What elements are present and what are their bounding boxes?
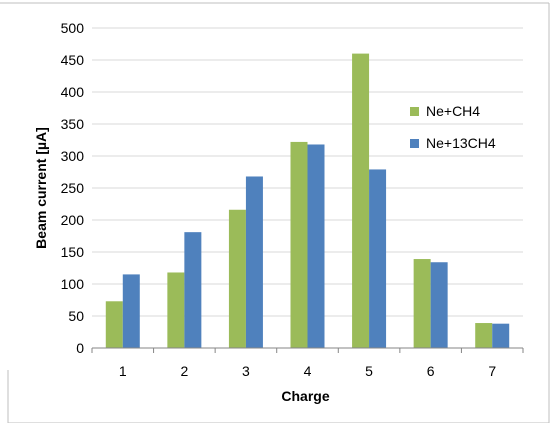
y-tick-label: 350 — [61, 116, 85, 132]
x-tick-label: 6 — [427, 363, 435, 379]
legend-label: Ne+CH4 — [426, 103, 480, 119]
y-tick-label: 500 — [61, 20, 85, 36]
bar-ne-13ch4 — [122, 274, 140, 348]
y-tick-label: 250 — [61, 180, 85, 196]
legend-swatch — [410, 107, 419, 116]
x-tick-label: 2 — [180, 363, 188, 379]
x-tick-label: 1 — [119, 363, 127, 379]
y-tick-label: 50 — [68, 308, 84, 324]
legend-label: Ne+13CH4 — [426, 135, 496, 151]
legend-swatch — [410, 139, 419, 148]
y-tick-label: 100 — [61, 276, 85, 292]
bar-ne-13ch4 — [369, 169, 387, 348]
bar-ne-13ch4 — [245, 176, 263, 348]
y-tick-label: 200 — [61, 212, 85, 228]
bar-ne-13ch4 — [430, 262, 448, 348]
y-tick-label: 450 — [61, 52, 85, 68]
bar-ne-13ch4 — [184, 232, 202, 348]
y-tick-label: 400 — [61, 84, 85, 100]
x-tick-label: 5 — [365, 363, 373, 379]
bar-ne-13ch4 — [307, 144, 325, 348]
x-tick-label: 7 — [488, 363, 496, 379]
bar-ne-ch4 — [105, 301, 123, 348]
y-tick-label: 0 — [76, 340, 84, 356]
x-axis-title: Charge — [281, 388, 329, 404]
x-tick-label: 4 — [304, 363, 312, 379]
bar-ne-ch4 — [475, 323, 493, 348]
bar-ne-ch4 — [290, 141, 308, 348]
bar-ne-ch4 — [228, 209, 246, 348]
y-axis-title: Beam current [µA] — [33, 127, 49, 249]
bar-ne-ch4 — [413, 259, 431, 348]
x-tick-label: 3 — [242, 363, 250, 379]
bars — [105, 53, 510, 348]
y-tick-label: 300 — [61, 148, 85, 164]
axis-labels: 0 50 100 150 200 250 300 350 400 450 500 1 2 3 4 5 6 7 Cha… — [33, 20, 496, 404]
bar-ne-13ch4 — [492, 323, 510, 348]
axes — [91, 347, 524, 353]
bar-ne-ch4 — [167, 272, 185, 348]
legend: Ne+CH4 Ne+13CH4 — [410, 103, 496, 151]
bar-ne-ch4 — [352, 53, 370, 348]
y-tick-label: 150 — [61, 244, 85, 260]
